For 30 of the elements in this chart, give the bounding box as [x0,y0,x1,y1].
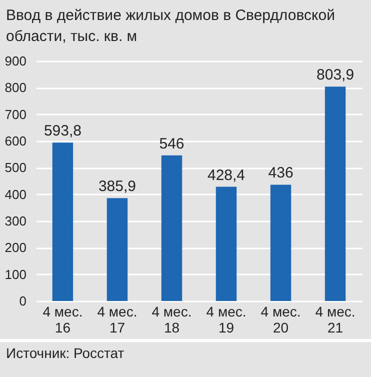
text: Источник: Росстат [6,345,126,361]
chart-title: Ввод в действие жилых домов в Свердловской области, тыс. кв. м [5,6,336,47]
y-tick-label: 700 [4,106,26,122]
bar [106,198,128,301]
data-label: 428,4 [207,166,246,184]
data-label: 436 [268,164,294,182]
bar [161,155,182,301]
bar [270,184,292,301]
data-label: 803,9 [316,66,354,84]
bar [324,86,346,301]
y-tick-label: 0 [19,294,26,308]
data-label: 593,8 [44,122,82,140]
x-tick-label: 4 мес. 17 [97,304,138,336]
x-tick-label: 4 мес. 21 [315,304,356,336]
y-tick-label: 900 [4,54,26,68]
y-tick-label: 200 [4,240,26,256]
x-tick-label: 4 мес. 19 [206,304,246,336]
y-tick-label: 800 [4,80,26,96]
x-tick-label: 4 мес. 20 [260,304,301,336]
x-tick-label: 4 мес. 18 [152,304,192,336]
y-tick-label: 300 [4,214,26,228]
data-label: 385,9 [98,178,136,196]
x-tick-label: 4 мес. 16 [42,304,83,336]
y-tick-label: 600 [4,134,26,148]
bar [52,142,74,301]
y-tick-label: 100 [4,266,26,282]
bar [216,186,237,301]
data-label: 546 [159,135,184,152]
y-tick-label: 500 [4,160,26,176]
y-tick-label: 400 [4,186,26,202]
